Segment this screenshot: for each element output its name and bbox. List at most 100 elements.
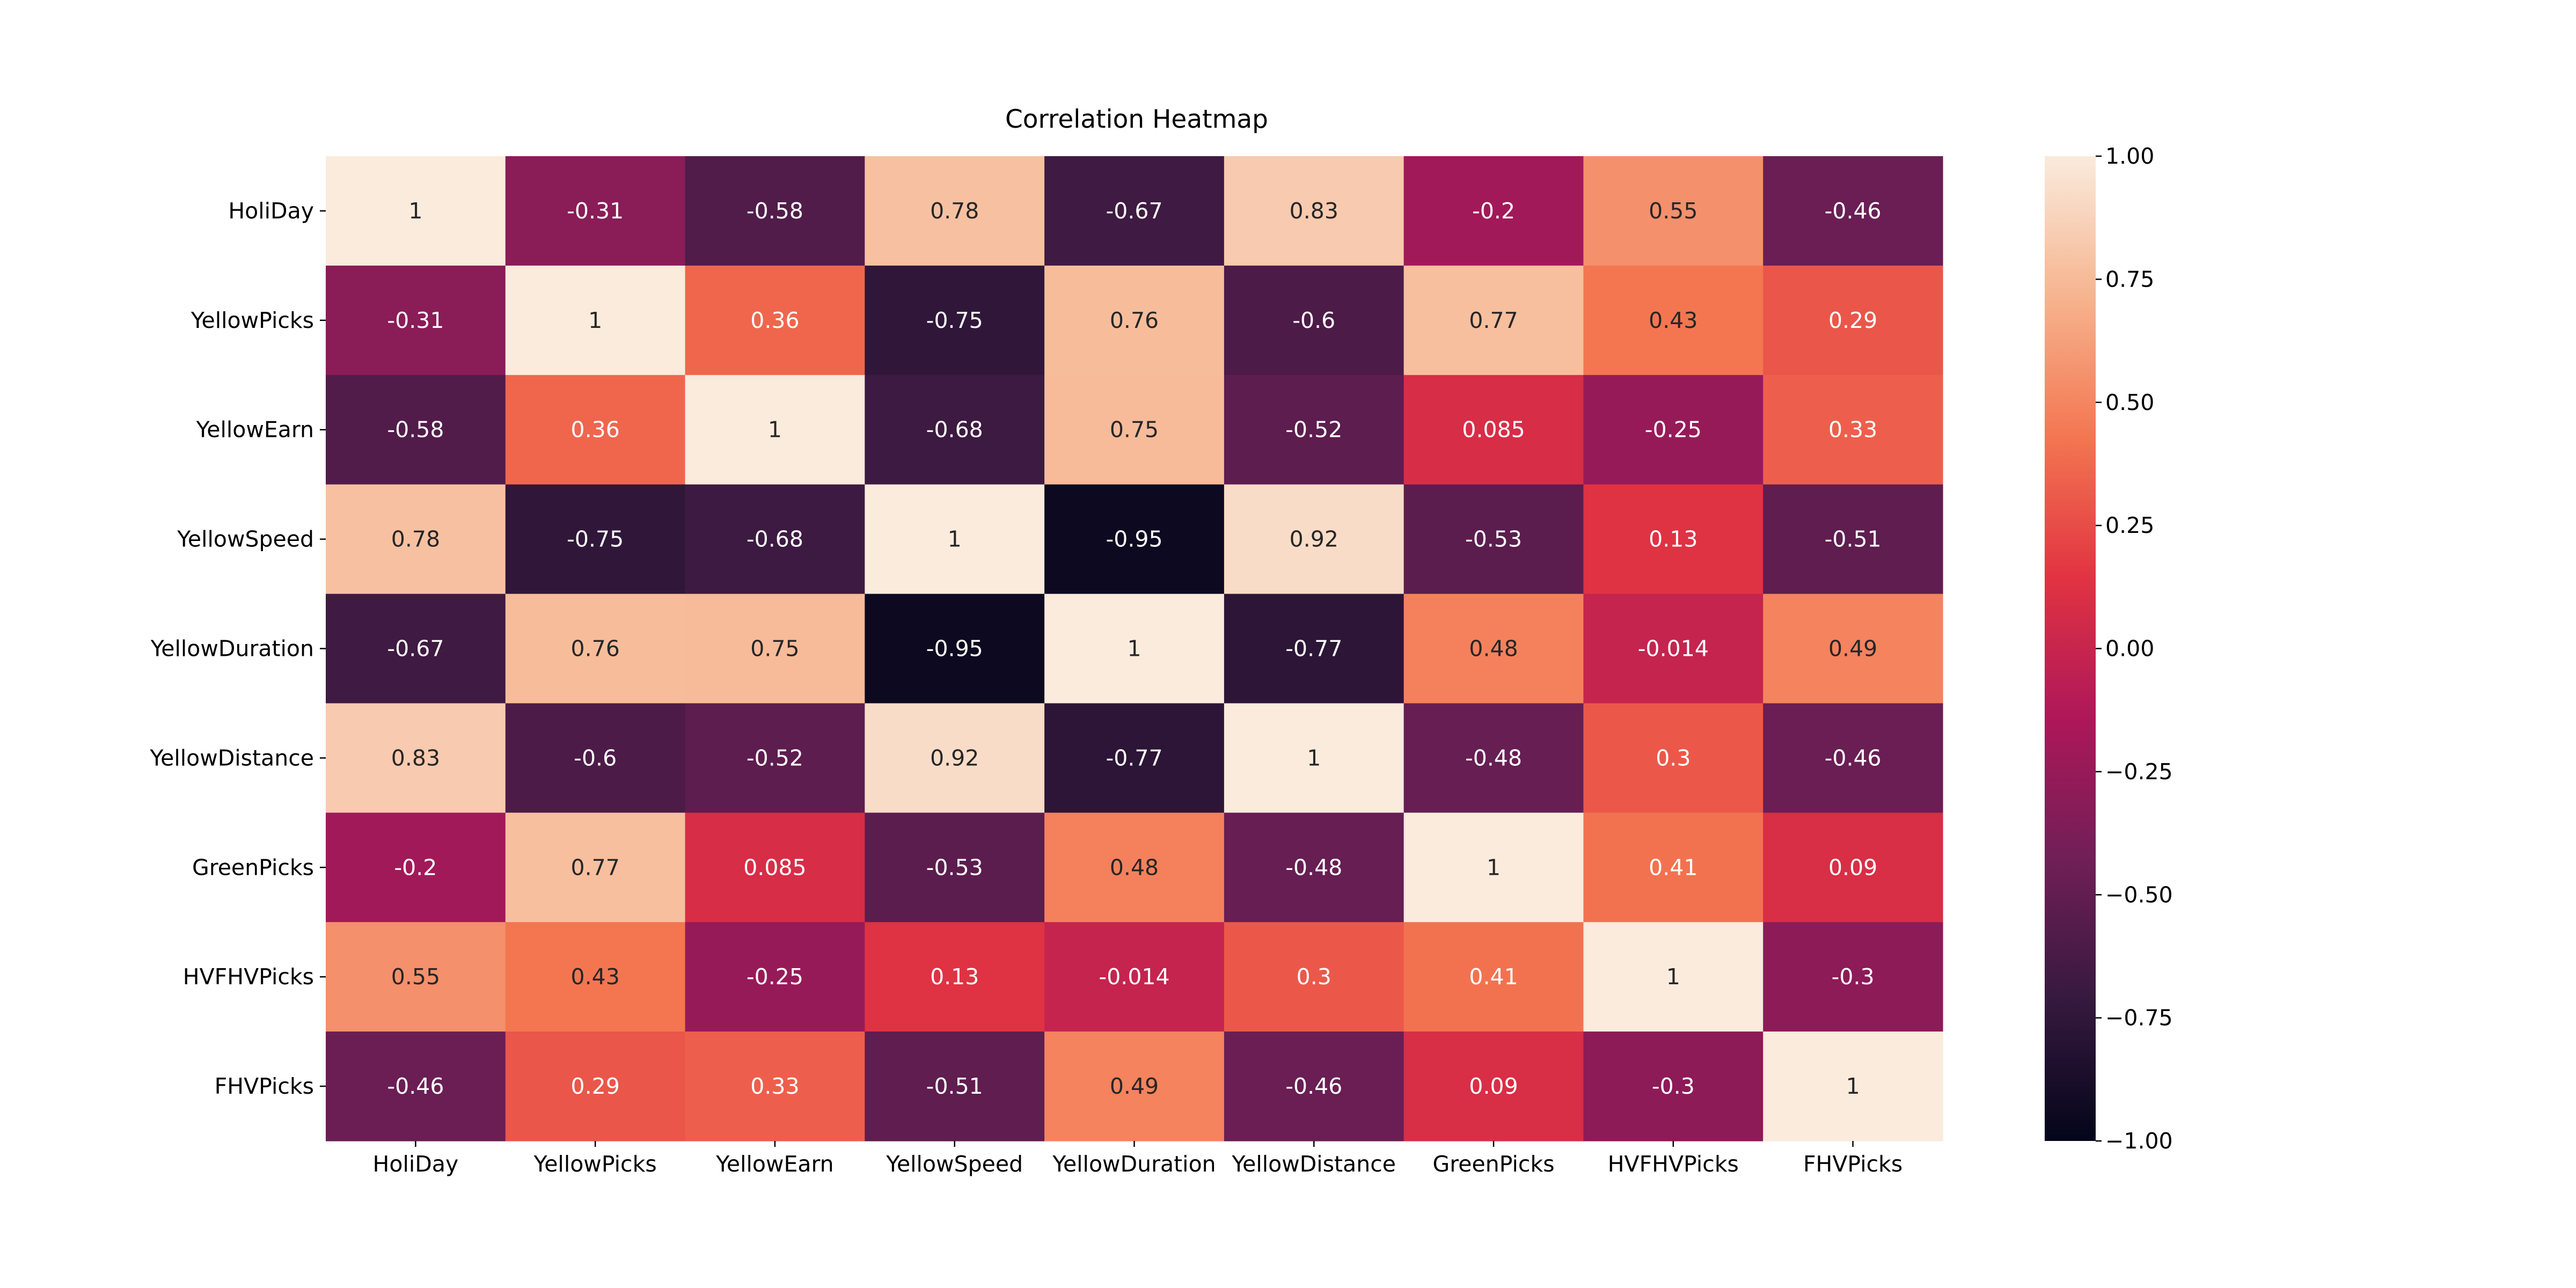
cell-value-label: 0.3 [1297,964,1331,990]
cell-value-label: 0.41 [1469,964,1518,990]
cell-value-label: 0.48 [1469,636,1518,662]
cell-value-label: -0.58 [387,417,444,443]
x-axis: HoliDay YellowPicks YellowEarn YellowSpeed Y… [373,1141,1902,1177]
heatmap-cell [326,922,506,1032]
heatmap-cell [1044,813,1225,923]
heatmap-cell [685,813,865,923]
y-axis: HoliDay YellowPicks YellowEarn YellowSpeed Y… [150,198,326,1099]
y-tick-label: GreenPicks [192,854,314,880]
y-tick-label: YellowDuration [150,636,314,662]
heatmap-cell [685,922,865,1032]
cell-value-label: -0.46 [1825,745,1882,771]
cell-value-label: -0.25 [747,964,803,990]
heatmap-cell [1583,922,1763,1032]
cell-value-label: 0.77 [571,854,620,880]
heatmap-cell [1224,594,1404,704]
heatmap-cell [1403,1031,1584,1141]
y-tick-label: YellowEarn [196,417,314,443]
heatmap-cell [1583,813,1763,923]
heatmap-cell [1224,265,1404,376]
heatmap-cell [1403,594,1584,704]
cell-value-label: -0.25 [1645,417,1702,443]
cell-value-label: 0.43 [571,964,620,990]
cell-value-label: 1 [1846,1073,1860,1099]
y-tick-label: HVFHVPicks [183,964,314,990]
heatmap-cell [685,265,865,376]
x-tick-label: GreenPicks [1433,1151,1555,1177]
heatmap-cell [326,156,506,266]
heatmap-cell [1403,484,1584,595]
cell-value-label: -0.014 [1638,636,1709,662]
heatmap-cell [1403,156,1584,266]
colorbar-tick-label: −0.25 [2105,759,2173,785]
cell-value-label: 0.76 [1110,308,1159,333]
heatmap-cells [326,156,1943,1141]
heatmap-cell [1763,594,1943,704]
heatmap-cell [1044,265,1225,376]
cell-value-label: -0.31 [387,308,444,333]
cell-value-label: 0.3 [1656,745,1690,771]
cell-value-label: 0.13 [930,964,979,990]
cell-value-label: -0.2 [1472,198,1515,224]
heatmap-cell [1763,813,1943,923]
heatmap-cell [1224,813,1404,923]
cell-value-label: 0.75 [1110,417,1159,443]
cell-value-label: 1 [1666,964,1680,990]
colorbar-tick-label: −1.00 [2105,1128,2173,1154]
cell-value-label: -0.6 [1292,308,1335,333]
cell-value-label: 0.83 [1290,198,1338,224]
heatmap-cell [1763,265,1943,376]
cell-value-label: 0.55 [391,964,440,990]
heatmap-cell [1224,922,1404,1032]
cell-value-label: -0.48 [1285,854,1342,880]
cell-value-label: -0.67 [1106,198,1162,224]
cell-value-label: 0.085 [1462,417,1525,443]
heatmap-cell [326,703,506,813]
heatmap-cell [1044,375,1225,485]
cell-value-label: 0.48 [1110,854,1159,880]
cell-value-label: -0.68 [926,417,983,443]
heatmap-cell [505,1031,686,1141]
cell-value-label: 1 [768,417,782,443]
colorbar-tick-label: 0.50 [2105,390,2154,415]
colorbar-axis: 1.00 0.75 0.50 0.25 0.00 −0.25 −0.50 −0.75 −1.00 [2096,143,2173,1154]
cell-value-label: -0.46 [387,1073,444,1099]
colorbar-tick-label: −0.50 [2105,882,2173,908]
cell-value-label: 0.92 [930,745,979,771]
cell-value-label: -0.51 [926,1073,983,1099]
heatmap-cell [1763,922,1943,1032]
x-tick-label: YellowPicks [533,1151,657,1177]
heatmap-cell [1583,156,1763,266]
x-tick-label: HVFHVPicks [1608,1151,1739,1177]
cell-value-label: 1 [1487,854,1501,880]
heatmap-cell [1583,265,1763,376]
heatmap-cell [1403,813,1584,923]
y-tick-label: YellowDistance [150,745,314,771]
heatmap-cell [326,375,506,485]
heatmap-cell [1763,484,1943,595]
heatmap-cell [505,375,686,485]
cell-value-label: -0.2 [394,854,437,880]
heatmap-cell [505,156,686,266]
cell-value-label: 0.77 [1469,308,1518,333]
y-tick-label: HoliDay [228,198,314,224]
cell-value-label: -0.31 [567,198,624,224]
cell-value-label: 1 [1127,636,1141,662]
cell-value-label: 0.78 [930,198,979,224]
y-tick-label: FHVPicks [215,1073,314,1099]
cell-value-label: -0.3 [1652,1073,1695,1099]
heatmap-cell [1044,484,1225,595]
heatmap-cell [865,703,1045,813]
cell-value-label: -0.95 [926,636,983,662]
heatmap-cell [1224,375,1404,485]
x-tick-label: YellowDistance [1232,1151,1396,1177]
cell-value-label: 0.33 [750,1073,799,1099]
cell-value-label: -0.53 [1465,526,1522,552]
heatmap-cell [685,1031,865,1141]
heatmap-cell [865,156,1045,266]
heatmap-cell [505,594,686,704]
heatmap-cell [1583,594,1763,704]
cell-value-label: -0.46 [1825,198,1882,224]
cell-value-label: -0.58 [747,198,803,224]
heatmap-cell [1763,1031,1943,1141]
